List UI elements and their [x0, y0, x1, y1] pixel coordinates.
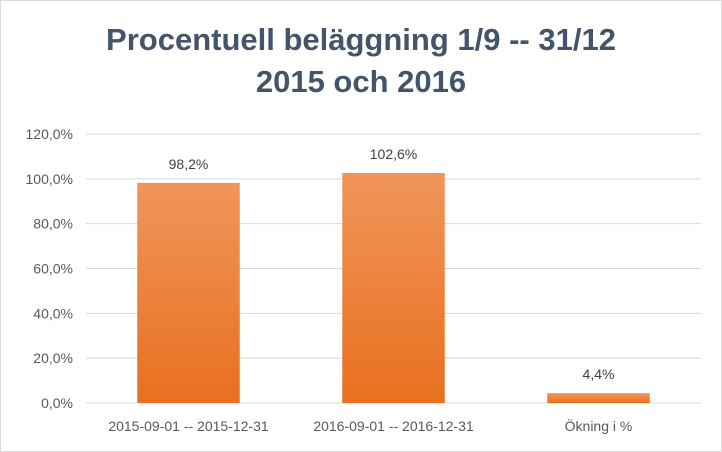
chart-title-line-2: 2015 och 2016: [255, 64, 467, 99]
category-label: Ökning i %: [565, 417, 633, 434]
y-tick-label: 0,0%: [41, 395, 73, 411]
data-label: 98,2%: [169, 156, 209, 172]
y-tick-label: 20,0%: [33, 350, 73, 366]
y-tick-label: 100,0%: [26, 171, 73, 187]
category-label: 2016-09-01 -- 2016-12-31: [313, 418, 474, 434]
category-label: 2015-09-01 -- 2015-12-31: [108, 418, 269, 434]
data-label: 4,4%: [583, 366, 615, 382]
chart-title: Procentuell beläggning 1/9 -- 31/12 2015…: [1, 19, 721, 103]
bar: [137, 182, 240, 403]
y-tick-label: 120,0%: [26, 126, 73, 142]
y-tick-label: 80,0%: [33, 216, 73, 232]
data-label: 102,6%: [370, 146, 417, 162]
chart-title-line-1: Procentuell beläggning 1/9 -- 31/12: [106, 22, 616, 57]
bar: [547, 393, 650, 403]
y-tick-label: 40,0%: [33, 305, 73, 321]
y-tick-label: 60,0%: [33, 261, 73, 277]
bar: [342, 173, 445, 403]
